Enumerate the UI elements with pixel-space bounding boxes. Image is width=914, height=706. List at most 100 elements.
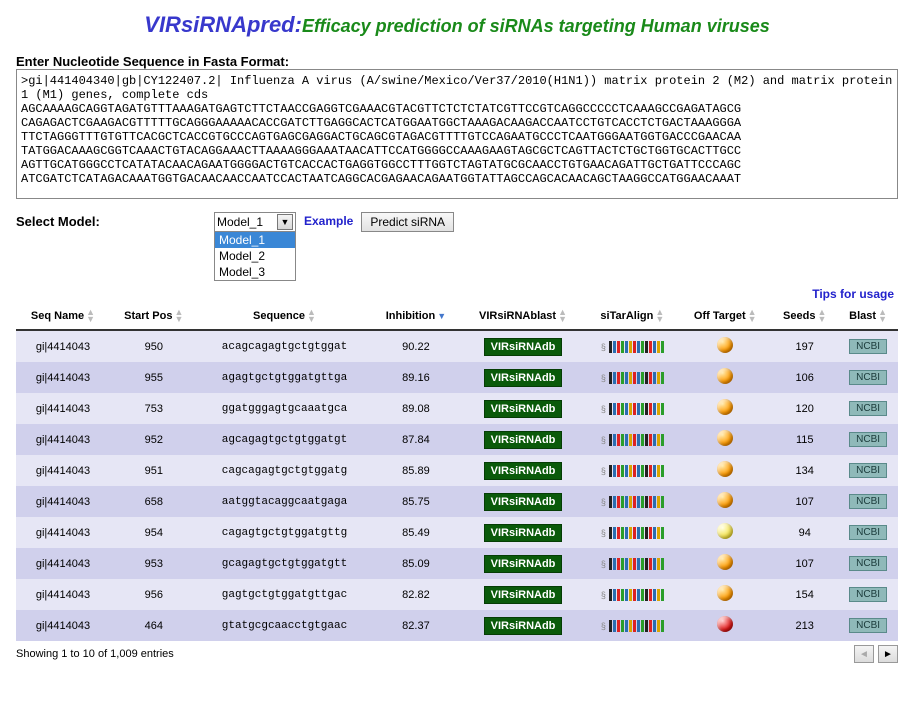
col-sequence[interactable]: Sequence▲▼ (198, 303, 372, 330)
cell-seq-name: gi|4414043 (16, 517, 110, 548)
sitaralign-link[interactable]: § (601, 620, 664, 632)
off-target-indicator[interactable] (717, 430, 733, 446)
table-row: gi|4414043954cagagtgctgtggatgttg85.49 VIR… (16, 517, 898, 548)
col-seq-name[interactable]: Seq Name▲▼ (16, 303, 110, 330)
ncbi-blast-link[interactable]: NCBI (849, 401, 887, 416)
col-inhibition[interactable]: Inhibition▼ (371, 303, 460, 330)
table-row: gi|4414043658aatggtacaggcaatgaga85.75VIR… (16, 486, 898, 517)
virsirnadb-link[interactable]: VIRsiRNAdb (484, 586, 563, 604)
off-target-indicator[interactable] (717, 523, 733, 539)
cell-seq-name: gi|4414043 (16, 362, 110, 393)
virsirnadb-link[interactable]: VIRsiRNAdb (484, 431, 563, 449)
ncbi-blast-link[interactable]: NCBI (849, 618, 887, 633)
example-link[interactable]: Example (304, 212, 353, 228)
cell-inhibition: 85.89 (371, 455, 460, 486)
col-off-target[interactable]: Off Target▲▼ (679, 303, 771, 330)
col-start-pos[interactable]: Start Pos▲▼ (110, 303, 198, 330)
sitaralign-link[interactable]: § (601, 372, 664, 384)
sitaralign-link[interactable]: § (601, 496, 664, 508)
cell-inhibition: 87.84 (371, 424, 460, 455)
sitaralign-link[interactable]: § (601, 589, 664, 601)
virsirnadb-link[interactable]: VIRsiRNAdb (484, 338, 563, 356)
off-target-indicator[interactable] (717, 616, 733, 632)
sitaralign-link[interactable]: § (601, 341, 664, 353)
page-title: VIRsiRNApred:Efficacy prediction of siRN… (16, 12, 898, 38)
ncbi-blast-link[interactable]: NCBI (849, 587, 887, 602)
cell-seeds: 120 (771, 393, 838, 424)
cell-inhibition: 89.08 (371, 393, 460, 424)
model-option[interactable]: Model_1 (215, 232, 295, 248)
table-row: gi|4414043950acagcagagtgctgtggat90.22VIR… (16, 330, 898, 362)
off-target-indicator[interactable] (717, 368, 733, 384)
sitaralign-link[interactable]: § (601, 558, 664, 570)
cell-inhibition: 85.49 (371, 517, 460, 548)
off-target-indicator[interactable] (717, 554, 733, 570)
cell-seq-name: gi|4414043 (16, 610, 110, 641)
sequence-textarea[interactable] (16, 69, 898, 199)
ncbi-blast-link[interactable]: NCBI (849, 494, 887, 509)
cell-sequence: cagagtgctgtggatgttg (198, 517, 372, 548)
virsirnadb-link[interactable]: VIRsiRNAdb (484, 462, 563, 480)
ncbi-blast-link[interactable]: NCBI (849, 556, 887, 571)
chevron-down-icon: ▼ (277, 214, 293, 230)
sitaralign-link[interactable]: § (601, 434, 664, 446)
off-target-indicator[interactable] (717, 399, 733, 415)
model-selected-value: Model_1 (217, 215, 263, 229)
virsirnadb-link[interactable]: VIRsiRNAdb (484, 524, 563, 542)
col-blast[interactable]: Blast▲▼ (838, 303, 898, 330)
virsirnadb-link[interactable]: VIRsiRNAdb (484, 369, 563, 387)
virsirnadb-link[interactable]: VIRsiRNAdb (484, 400, 563, 418)
off-target-indicator[interactable] (717, 337, 733, 353)
pager: ◄ ► (854, 645, 898, 663)
table-row: gi|4414043956gagtgctgtggatgttgac82.82VIR… (16, 579, 898, 610)
cell-seeds: 213 (771, 610, 838, 641)
cell-seq-name: gi|4414043 (16, 393, 110, 424)
cell-sequence: ggatgggagtgcaaatgca (198, 393, 372, 424)
prev-page-button[interactable]: ◄ (854, 645, 874, 663)
sitaralign-link[interactable]: § (601, 465, 664, 477)
cell-seeds: 115 (771, 424, 838, 455)
cell-inhibition: 85.09 (371, 548, 460, 579)
model-label: Select Model: (16, 212, 206, 229)
table-row: gi|4414043952agcagagtgctgtggatgt87.84VIR… (16, 424, 898, 455)
cell-sequence: agagtgctgtggatgttga (198, 362, 372, 393)
cell-seeds: 94 (771, 517, 838, 548)
model-select[interactable]: Model_1 ▼ Model_1 Model_2 Model_3 (214, 212, 296, 281)
ncbi-blast-link[interactable]: NCBI (849, 525, 887, 540)
virsirnadb-link[interactable]: VIRsiRNAdb (484, 617, 563, 635)
virsirnadb-link[interactable]: VIRsiRNAdb (484, 555, 563, 573)
next-page-button[interactable]: ► (878, 645, 898, 663)
sequence-label: Enter Nucleotide Sequence in Fasta Forma… (16, 54, 898, 69)
col-seeds[interactable]: Seeds▲▼ (771, 303, 838, 330)
title-subtitle: Efficacy prediction of siRNAs targeting … (302, 16, 770, 36)
model-option[interactable]: Model_3 (215, 264, 295, 280)
off-target-indicator[interactable] (717, 461, 733, 477)
cell-start-pos: 951 (110, 455, 198, 486)
cell-seq-name: gi|4414043 (16, 548, 110, 579)
ncbi-blast-link[interactable]: NCBI (849, 339, 887, 354)
col-sitaralign[interactable]: siTarAlign▲▼ (586, 303, 680, 330)
off-target-indicator[interactable] (717, 585, 733, 601)
ncbi-blast-link[interactable]: NCBI (849, 370, 887, 385)
title-brand: VIRsiRNApred (144, 12, 294, 37)
table-row: gi|4414043953gcagagtgctgtggatgtt85.09VIR… (16, 548, 898, 579)
table-info: Showing 1 to 10 of 1,009 entries (16, 648, 174, 660)
sitaralign-link[interactable]: § (601, 403, 664, 415)
ncbi-blast-link[interactable]: NCBI (849, 432, 887, 447)
table-row: gi|4414043464gtatgcgcaacctgtgaac82.37VIR… (16, 610, 898, 641)
cell-sequence: agcagagtgctgtggatgt (198, 424, 372, 455)
model-option[interactable]: Model_2 (215, 248, 295, 264)
cell-seq-name: gi|4414043 (16, 330, 110, 362)
ncbi-blast-link[interactable]: NCBI (849, 463, 887, 478)
results-table: Seq Name▲▼ Start Pos▲▼ Sequence▲▼ Inhibi… (16, 303, 898, 641)
virsirnadb-link[interactable]: VIRsiRNAdb (484, 493, 563, 511)
tips-link[interactable]: Tips for usage (16, 287, 894, 301)
cell-seeds: 107 (771, 548, 838, 579)
cell-start-pos: 954 (110, 517, 198, 548)
predict-button[interactable]: Predict siRNA (361, 212, 454, 232)
cell-sequence: gcagagtgctgtggatgtt (198, 548, 372, 579)
cell-sequence: gagtgctgtggatgttgac (198, 579, 372, 610)
sitaralign-link[interactable]: § (601, 527, 664, 539)
col-virsirnablast[interactable]: VIRsiRNAblast▲▼ (461, 303, 586, 330)
off-target-indicator[interactable] (717, 492, 733, 508)
